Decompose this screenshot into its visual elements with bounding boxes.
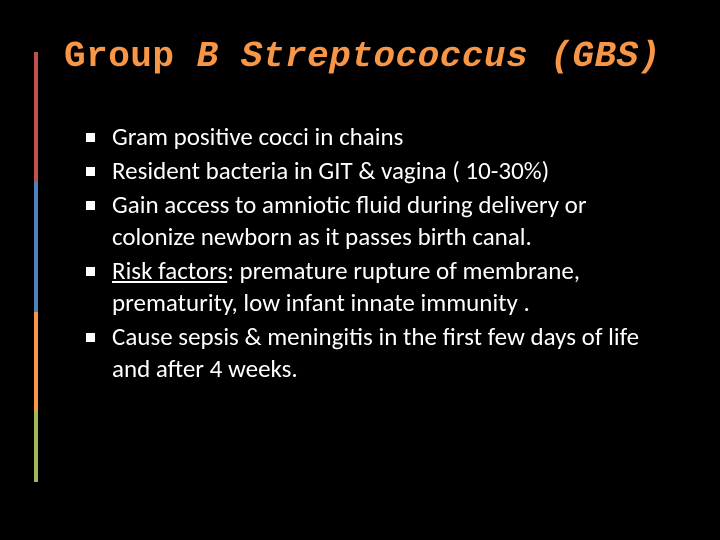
accent-segment	[34, 52, 38, 182]
title-prefix: Group	[64, 36, 197, 77]
list-item: Risk factors: premature rupture of membr…	[86, 255, 664, 319]
list-item: Cause sepsis & meningitis in the first f…	[86, 321, 664, 385]
bullet-text: Cause sepsis & meningitis in the first f…	[112, 321, 639, 384]
list-item: Gram positive cocci in chains	[86, 121, 664, 153]
bullet-text: Gram positive cocci in chains	[112, 121, 403, 152]
title-italic: B Streptococcus (GBS)	[197, 36, 661, 77]
accent-bar	[34, 52, 38, 482]
bullet-text: Resident bacteria in GIT & vagina ( 10-3…	[112, 155, 549, 186]
slide: Group B Streptococcus (GBS) Gram positiv…	[0, 0, 720, 540]
bullet-underlined: Risk factors	[112, 255, 227, 286]
accent-segment	[34, 312, 38, 412]
bullet-text: Gain access to amniotic fluid during del…	[112, 189, 587, 252]
accent-segment	[34, 182, 38, 312]
bullet-list: Gram positive cocci in chains Resident b…	[86, 121, 664, 385]
list-item: Gain access to amniotic fluid during del…	[86, 189, 664, 253]
slide-title: Group B Streptococcus (GBS)	[64, 36, 664, 77]
accent-segment	[34, 412, 38, 482]
list-item: Resident bacteria in GIT & vagina ( 10-3…	[86, 155, 664, 187]
